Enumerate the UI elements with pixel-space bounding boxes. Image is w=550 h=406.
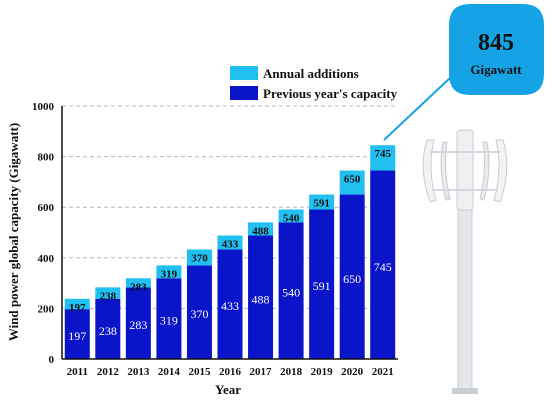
callout-bubble xyxy=(449,4,544,95)
turbine-blade-right xyxy=(493,139,508,203)
callout-leader-line xyxy=(383,77,451,141)
x-tick-labels: 2011 2012 2013 2014 2015 2016 2017 2018 2019 2020… xyxy=(67,366,394,378)
legend-label-annual-additions: Annual additions xyxy=(263,66,359,81)
y-axis-title: Wind power global capacity (Gigawatt) xyxy=(6,123,21,341)
bar-annual-addition xyxy=(339,170,365,195)
bar-top-label: 488 xyxy=(252,225,269,237)
bar-top-label: 197 xyxy=(69,302,86,314)
bar-inner-label: 540 xyxy=(282,286,300,300)
bar-previous-capacity xyxy=(248,235,274,359)
x-tick-label: 2021 xyxy=(372,366,394,378)
bar-previous-capacity xyxy=(125,287,151,359)
bar-inner-label: 319 xyxy=(160,314,178,328)
x-tick-label: 2015 xyxy=(188,366,211,378)
legend-swatch-previous-capacity xyxy=(230,86,258,100)
bar-annual-addition xyxy=(217,235,243,250)
bar-inner-label: 283 xyxy=(129,318,147,332)
legend-label-previous-capacity: Previous year's capacity xyxy=(263,86,398,101)
bar-annual-addition xyxy=(95,287,121,299)
bar-top-label: 319 xyxy=(161,268,178,280)
bar-top-label: 745 xyxy=(374,148,391,160)
callout-value: 845 xyxy=(478,30,514,56)
bar-top-label: 433 xyxy=(222,239,239,251)
bar-annual-addition xyxy=(64,298,90,310)
x-tick-label: 2013 xyxy=(127,366,150,378)
legend: Annual additions Previous year's capacit… xyxy=(230,66,398,101)
turbine-blade-left xyxy=(422,139,437,203)
turbine-blade-mid-right xyxy=(479,141,490,201)
bar-previous-capacity xyxy=(217,249,243,359)
data-labels: 197 197 238 238 283 283 319 319 370 370 433 433 488 4… xyxy=(68,148,391,343)
callout-unit: Gigawatt xyxy=(470,62,522,77)
legend-swatch-annual-additions xyxy=(230,66,258,80)
bar-annual-addition xyxy=(156,265,182,279)
y-tick-label: 0 xyxy=(49,354,55,366)
bar-top-label: 283 xyxy=(130,281,147,293)
x-tick-label: 2019 xyxy=(311,366,334,378)
bar-top-label: 591 xyxy=(313,198,330,210)
x-tick-label: 2012 xyxy=(97,366,120,378)
bar-annual-addition xyxy=(278,209,304,223)
x-tick-label: 2017 xyxy=(250,366,273,378)
axes xyxy=(61,106,398,360)
bar-previous-capacity xyxy=(309,209,335,359)
x-tick-label: 2011 xyxy=(67,366,88,378)
bar-top-label: 650 xyxy=(344,174,361,186)
turbine-hub xyxy=(456,129,474,211)
bar-inner-label: 433 xyxy=(221,299,239,313)
bar-previous-capacity xyxy=(156,278,182,359)
bar-top-label: 370 xyxy=(191,252,208,264)
y-tick-label: 200 xyxy=(38,303,55,315)
y-tick-label: 1000 xyxy=(32,101,55,113)
bar-previous-capacity xyxy=(95,298,121,359)
turbine-blade-mid-left xyxy=(440,141,451,201)
bar-top-label: 238 xyxy=(100,290,117,302)
wind-turbine-illustration xyxy=(422,129,508,394)
bar-inner-label: 197 xyxy=(68,329,86,343)
x-tick-label: 2014 xyxy=(158,366,181,378)
bar-inner-label: 238 xyxy=(99,324,117,338)
bar-annual-addition xyxy=(248,222,274,236)
y-tick-label: 600 xyxy=(38,202,55,214)
x-tick-label: 2020 xyxy=(341,366,364,378)
bar-previous-capacity xyxy=(278,222,304,359)
y-tick-label: 400 xyxy=(38,253,55,265)
bar-inner-label: 488 xyxy=(252,292,270,306)
bar-annual-addition xyxy=(125,278,151,288)
y-tick-label: 800 xyxy=(38,152,55,164)
bar-annual-addition xyxy=(309,194,335,210)
bar-previous-capacity xyxy=(64,309,90,359)
bar-inner-label: 370 xyxy=(190,307,208,321)
x-axis-title: Year xyxy=(215,382,241,397)
bar-inner-label: 650 xyxy=(343,272,361,286)
bar-previous-capacity xyxy=(186,265,212,359)
x-tick-label: 2016 xyxy=(219,366,242,378)
bars xyxy=(64,145,396,359)
bar-previous-capacity xyxy=(339,194,365,359)
bar-top-label: 540 xyxy=(283,212,300,224)
callout: 845 Gigawatt xyxy=(383,4,544,141)
y-tick-labels: 0 200 400 600 800 1000 xyxy=(32,101,55,366)
x-tick-label: 2018 xyxy=(280,366,303,378)
bar-previous-capacity xyxy=(370,170,396,359)
bar-annual-addition xyxy=(370,145,396,171)
bar-inner-label: 745 xyxy=(374,260,392,274)
bar-inner-label: 591 xyxy=(313,279,331,293)
turbine-base xyxy=(452,388,478,394)
bar-annual-addition xyxy=(186,249,212,266)
